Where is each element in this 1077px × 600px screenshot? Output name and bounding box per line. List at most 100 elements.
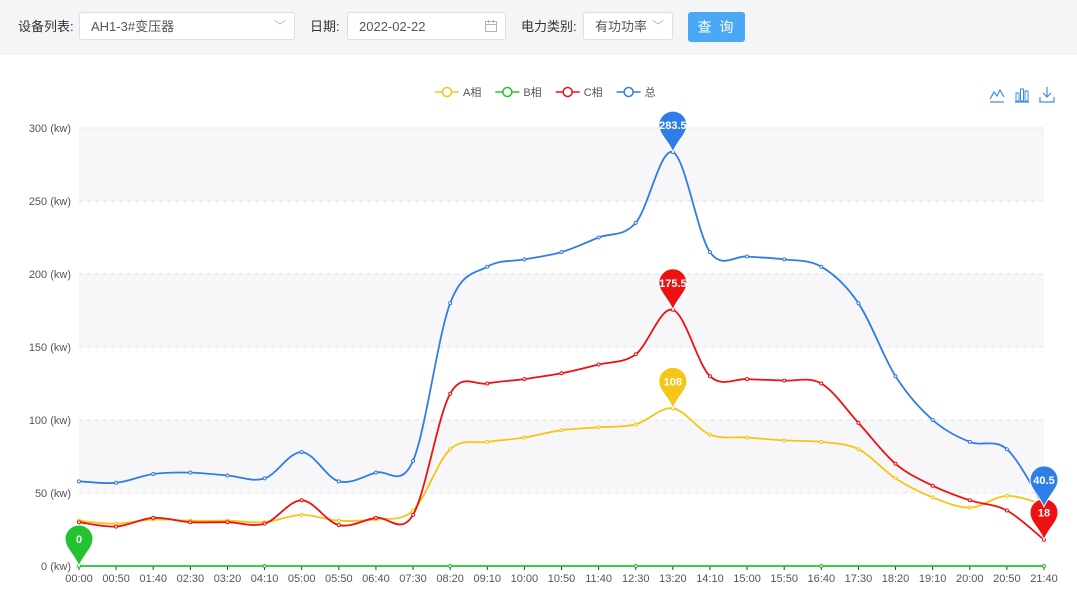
marker-pin xyxy=(1029,465,1059,509)
data-point xyxy=(299,450,304,455)
data-point xyxy=(633,352,638,357)
marker-label: 18 xyxy=(1038,508,1050,520)
y-tick-label: 50 (kw) xyxy=(35,488,71,500)
legend-item-2[interactable]: B相 xyxy=(495,86,542,99)
data-point xyxy=(225,520,230,525)
legend-symbol xyxy=(502,86,513,98)
data-point xyxy=(262,476,267,481)
line-chart-icon[interactable] xyxy=(989,88,1005,103)
date-picker[interactable]: 2022-02-22 xyxy=(347,12,506,40)
legend-item-3[interactable]: C相 xyxy=(555,86,603,99)
plot-area: 0 (kw) 50 (kw) 100 (kw) 150 (kw) 200 (kw) 250… xyxy=(29,110,1059,585)
data-point xyxy=(411,512,416,517)
x-tick-label: 07:30 xyxy=(399,573,427,585)
data-point xyxy=(522,257,527,262)
data-point xyxy=(930,483,935,488)
data-point xyxy=(114,524,119,529)
x-tick-label: 17:30 xyxy=(845,573,873,585)
legend-label: C相 xyxy=(584,86,603,99)
grid-band xyxy=(79,274,1044,347)
data-point xyxy=(77,479,81,484)
x-tick-label: 21:40 xyxy=(1030,573,1058,585)
marker-label: 40.5 xyxy=(1033,475,1054,487)
data-point xyxy=(967,505,972,510)
chart-legend: A相 B相 C相 总 xyxy=(435,85,656,99)
chevron-down-icon: ﹀ xyxy=(273,19,286,33)
x-tick-label: 05:00 xyxy=(288,573,316,585)
x-tick-label: 10:00 xyxy=(511,573,539,585)
data-point xyxy=(1004,508,1009,513)
data-point xyxy=(559,371,564,376)
query-button[interactable]: 查 询 xyxy=(688,12,745,42)
data-point xyxy=(188,470,193,475)
x-tick-label: 09:10 xyxy=(474,573,502,585)
y-tick-label: 150 (kw) xyxy=(29,342,71,354)
marker-pin xyxy=(658,268,688,312)
type-label: 电力类别: xyxy=(521,19,577,34)
x-tick-label: 15:50 xyxy=(770,573,798,585)
data-point xyxy=(522,435,527,440)
x-tick-label: 00:00 xyxy=(65,573,93,585)
data-point xyxy=(707,374,712,379)
data-point xyxy=(745,254,750,259)
legend-symbol xyxy=(623,86,634,98)
marker-label: 175.5 xyxy=(659,278,687,290)
data-point xyxy=(373,515,378,520)
data-point xyxy=(707,432,712,437)
data-point xyxy=(856,420,861,425)
marker-pin xyxy=(64,524,94,568)
type-select[interactable]: 有功功率 ﹀ xyxy=(583,12,673,40)
filter-toolbar: 设备列表: AH1-3#变压器 ﹀ 日期: 2022-02-22 电力类别: 有… xyxy=(0,0,1077,55)
power-line-chart: A相 B相 C相 总 0 (kw) 50 (kw) 100 (kw) 150 (kw) 200… xyxy=(29,85,1059,585)
data-point xyxy=(967,439,972,444)
data-point xyxy=(893,476,898,481)
calendar-icon xyxy=(485,17,497,37)
data-point xyxy=(151,515,156,520)
x-tick-label: 04:10 xyxy=(251,573,279,585)
data-point xyxy=(856,447,861,452)
marker-label: 0 xyxy=(76,534,82,546)
x-tick-label: 11:40 xyxy=(585,573,612,585)
x-tick-label: 16:40 xyxy=(808,573,836,585)
data-point xyxy=(262,564,267,568)
data-point xyxy=(485,381,490,386)
data-point xyxy=(336,523,341,528)
x-tick-label: 05:50 xyxy=(325,573,353,585)
data-point xyxy=(559,428,564,433)
legend-item-4[interactable]: 总 xyxy=(616,85,656,99)
date-value: 2022-02-22 xyxy=(359,19,426,34)
data-point xyxy=(782,438,787,443)
download-icon[interactable] xyxy=(1039,87,1055,103)
y-tick-label: 0 (kw) xyxy=(41,561,71,573)
legend-item-1[interactable]: A相 xyxy=(435,86,481,99)
x-tick-label: 03:20 xyxy=(214,573,242,585)
data-point xyxy=(114,480,119,485)
data-point xyxy=(448,564,453,568)
y-tick-label: 250 (kw) xyxy=(29,196,71,208)
x-tick-label: 19:10 xyxy=(919,573,947,585)
x-tick-label: 18:20 xyxy=(882,573,910,585)
bar-chart-icon[interactable] xyxy=(1015,88,1029,103)
device-select[interactable]: AH1-3#变压器 ﹀ xyxy=(79,12,295,40)
type-value: 有功功率 xyxy=(595,19,648,34)
data-point xyxy=(707,250,712,255)
x-tick-label: 02:30 xyxy=(177,573,205,585)
legend-label: A相 xyxy=(463,86,481,99)
data-point xyxy=(1004,447,1009,452)
x-tick-label: 14:10 xyxy=(696,573,724,585)
data-point xyxy=(893,374,898,379)
data-point xyxy=(188,520,193,525)
data-point xyxy=(967,498,972,503)
data-point xyxy=(522,377,527,382)
y-tick-label: 100 (kw) xyxy=(29,415,71,427)
x-tick-label: 00:50 xyxy=(102,573,130,585)
data-point xyxy=(782,378,787,383)
marker-pin xyxy=(658,366,688,410)
y-tick-label: 200 (kw) xyxy=(29,269,71,281)
date-label: 日期: xyxy=(310,19,340,34)
data-point xyxy=(485,439,490,444)
data-point xyxy=(745,435,750,440)
y-tick-label: 300 (kw) xyxy=(29,123,71,135)
data-point xyxy=(633,564,638,568)
data-point xyxy=(262,521,267,526)
